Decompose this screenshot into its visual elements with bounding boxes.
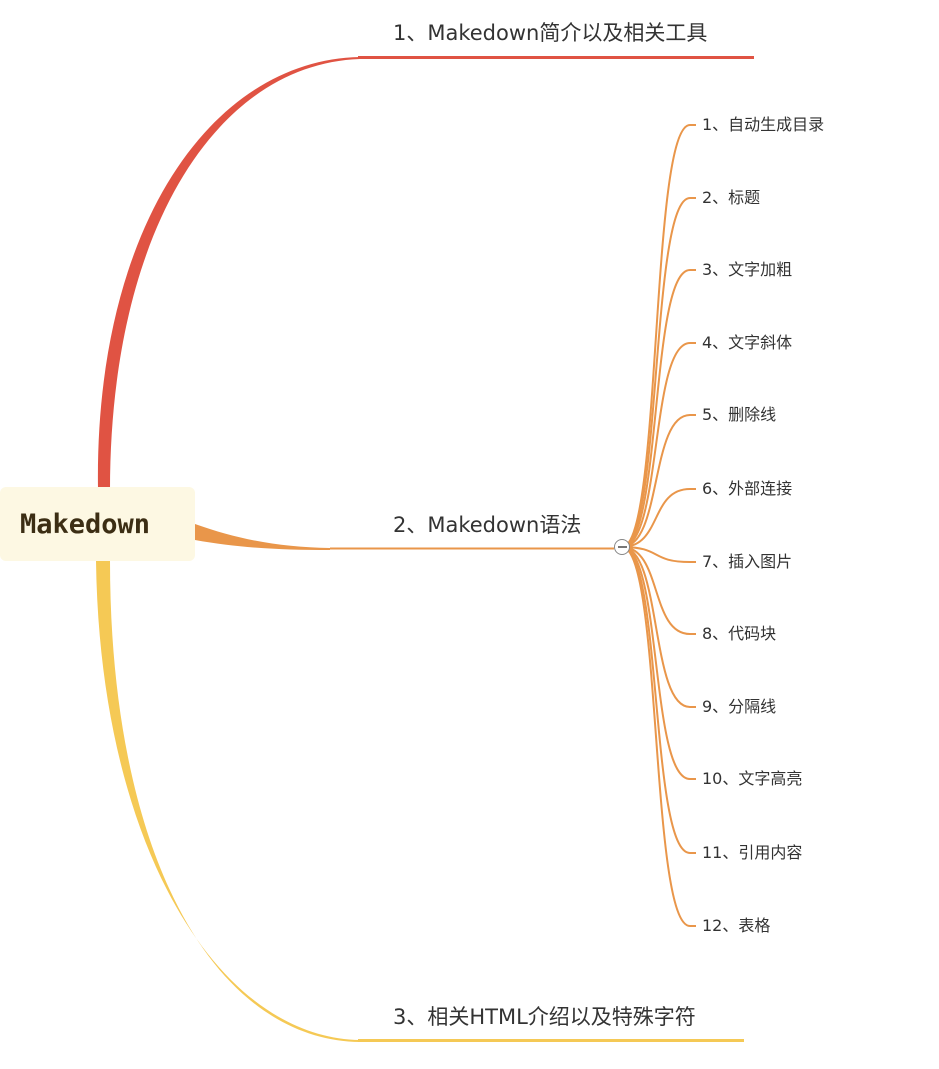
subtopic-connector [621, 269, 696, 548]
collapse-toggle-icon[interactable] [614, 539, 630, 555]
subtopic-external-link[interactable]: 6、外部连接 [702, 479, 793, 498]
subtopic-divider-line[interactable]: 9、分隔线 [702, 697, 777, 716]
subtopic-connector [621, 546, 696, 635]
subtopic-connector [621, 414, 696, 548]
branch-1-connector [97, 57, 360, 490]
subtopic-connector [621, 546, 696, 708]
subtopic-auto-toc[interactable]: 1、自动生成目录 [702, 115, 825, 134]
subtopic-code-block[interactable]: 8、代码块 [702, 624, 777, 643]
subtopic-connector [621, 546, 696, 927]
subtopic-connector [621, 124, 696, 548]
subtopic-insert-image[interactable]: 7、插入图片 [702, 552, 793, 571]
topic-html-special-chars[interactable]: 3、相关HTML介绍以及特殊字符 [393, 1005, 696, 1029]
topic-makedown-syntax[interactable]: 2、Makedown语法 [393, 513, 582, 537]
subtopic-table[interactable]: 12、表格 [702, 916, 771, 935]
subtopic-connector [621, 546, 696, 854]
subtopic-blockquote[interactable]: 11、引用内容 [702, 843, 803, 862]
subtopic-text-highlight[interactable]: 10、文字高亮 [702, 769, 803, 788]
subtopic-heading[interactable]: 2、标题 [702, 188, 761, 207]
subtopic-connector [621, 342, 696, 548]
subtopic-connector [621, 546, 696, 563]
subtopic-connector [621, 197, 696, 548]
subtopic-connector [621, 488, 696, 548]
root-topic[interactable]: Makedown [0, 487, 195, 561]
branch-2-connector [195, 524, 330, 550]
topic-makedown-intro[interactable]: 1、Makedown简介以及相关工具 [393, 21, 708, 45]
branch-3-connector [96, 561, 360, 1042]
subtopic-strikethrough[interactable]: 5、删除线 [702, 405, 777, 424]
minus-icon [617, 546, 627, 548]
subtopic-connector [621, 546, 696, 780]
sub-topic-connectors [621, 124, 696, 927]
subtopic-bold-text[interactable]: 3、文字加粗 [702, 260, 793, 279]
subtopic-italic-text[interactable]: 4、文字斜体 [702, 333, 793, 352]
